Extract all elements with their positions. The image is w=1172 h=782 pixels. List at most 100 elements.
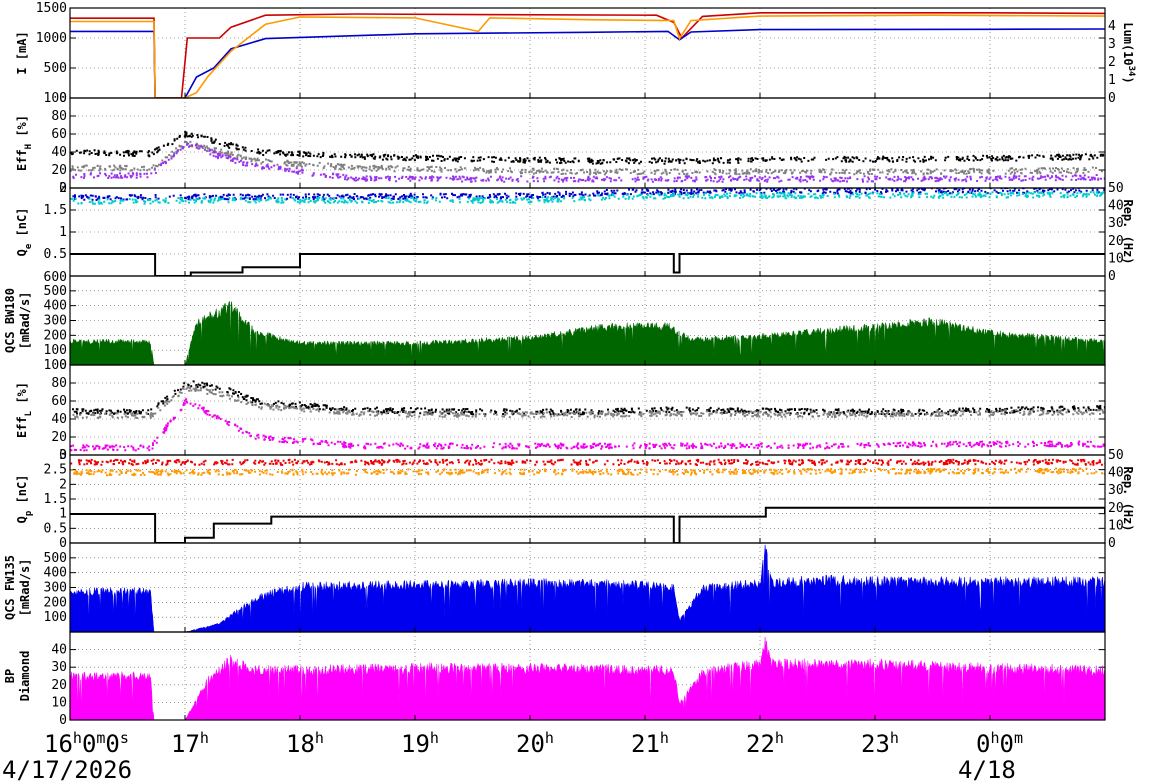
y-tick-label: 1 — [59, 225, 67, 240]
y-axis-label: EffL [%] — [15, 382, 34, 438]
panel-5: 0 20 40 60 80 100 EffL [%] — [15, 358, 1106, 463]
y-tick-label-right: 3 — [1108, 37, 1116, 52]
x-date-label: 4/17/2026 — [2, 756, 132, 782]
series-area — [70, 300, 1105, 365]
x-tick-label: 20h — [516, 729, 554, 758]
y-tick-label-right: 40 — [1108, 199, 1124, 214]
y-tick-label: 1.5 — [44, 203, 67, 218]
y-tick-label: 3 — [59, 448, 67, 463]
y-tick-label: 100 — [44, 91, 67, 106]
y-tick-label: 0 — [59, 181, 67, 196]
y-tick-label: 2.5 — [44, 463, 67, 478]
y-tick-label: 40 — [51, 145, 67, 160]
y-tick-label: 20 — [51, 163, 67, 178]
series-group — [70, 458, 1105, 543]
panel-1: 0 500 1000 1500 0 1 2 3 4 I [mA] Lum(1034) — [15, 1, 1136, 106]
y-tick-label: 200 — [44, 595, 67, 610]
y-tick-label-right: 30 — [1108, 216, 1124, 231]
y-tick-label-right: 40 — [1108, 466, 1124, 481]
y-tick-label: 200 — [44, 328, 67, 343]
y-tick-label-right: 30 — [1108, 483, 1124, 498]
series-area — [70, 544, 1105, 632]
y-tick-label-right: 1 — [1108, 73, 1116, 88]
y-axis-label: Qe [nC] — [15, 208, 34, 257]
y-tick-label: 10 — [51, 695, 67, 710]
y-tick-label: 1 — [59, 507, 67, 522]
series-group — [70, 12, 1105, 98]
y-axis-label-right: Rep. (Hz) — [1121, 466, 1135, 531]
y-tick-label: 100 — [44, 358, 67, 373]
series-points — [70, 131, 1105, 165]
y-tick-label: 400 — [44, 299, 67, 314]
y-tick-label-right: 20 — [1108, 234, 1124, 249]
series-group — [70, 131, 1105, 183]
y-tick-label: 300 — [44, 581, 67, 596]
series-group — [70, 188, 1105, 276]
y-axis-label: BPDiamond — [3, 651, 32, 702]
y-axis-label: Qp [nC] — [15, 475, 34, 524]
y-tick-label: 80 — [51, 376, 67, 391]
series-group — [70, 380, 1105, 452]
y-tick-label-right: 50 — [1108, 181, 1124, 196]
y-tick-label: 1.5 — [44, 492, 67, 507]
panel-frame — [69, 187, 1106, 277]
panel-frame — [69, 454, 1106, 544]
y-tick-label: 0 — [59, 448, 67, 463]
y-tick-label-right: 0 — [1108, 91, 1116, 106]
panel-3: 0.5 1 1.5 2 600 0 10 20 30 40 50 Qe [nC] Rep. (Hz) — [15, 181, 1135, 285]
y-axis-label-right: Rep. (Hz) — [1121, 199, 1135, 264]
x-tick-label: 19h — [401, 729, 439, 758]
x-tick-label: 18h — [286, 729, 324, 758]
series-group — [70, 300, 1105, 365]
y-axis-label: EffH [%] — [15, 115, 34, 171]
y-tick-label-right: 10 — [1108, 251, 1124, 266]
x-date-label: 4/18 — [958, 756, 1016, 782]
y-tick-label-right: 4 — [1108, 19, 1116, 34]
panel-frame — [69, 7, 1106, 99]
y-tick-label: 40 — [51, 412, 67, 427]
x-tick-label: 0h0m — [976, 729, 1023, 758]
panel-8: 0 10 20 30 40 BPDiamond — [3, 631, 1106, 728]
series-points — [70, 467, 1105, 477]
series-line — [70, 14, 1105, 98]
x-tick-label: 17h — [171, 729, 209, 758]
y-tick-label-right: 0 — [1108, 536, 1116, 551]
y-tick-label-right: 2 — [1108, 55, 1116, 70]
y-tick-label: 60 — [51, 127, 67, 142]
y-tick-label-right: 50 — [1108, 448, 1124, 463]
series-step — [70, 506, 1105, 543]
series-line — [70, 28, 1105, 98]
y-tick-label: 20 — [51, 430, 67, 445]
y-tick-label: 0.5 — [44, 247, 67, 262]
y-axis-label-right: Lum(1034) — [1121, 22, 1136, 83]
y-tick-label-right: 10 — [1108, 518, 1124, 533]
y-tick-label: 0 — [59, 358, 67, 373]
series-points — [72, 142, 1105, 183]
y-axis-label: QCS BW180[mRad/s] — [3, 288, 32, 353]
y-tick-label: 20 — [51, 678, 67, 693]
y-tick-label: 1000 — [36, 31, 67, 46]
series-points — [70, 191, 1105, 205]
y-axis-label: I [mA] — [15, 31, 29, 74]
x-axis: 16h0m0s 17h 18h 19h 20h 21h 22h 23h 0h0m 4/17/202… — [2, 729, 1023, 782]
series-points — [72, 380, 1105, 416]
y-tick-label: 80 — [51, 109, 67, 124]
panel-frame — [69, 631, 1106, 721]
y-tick-label: 60 — [51, 394, 67, 409]
series-points — [70, 458, 1105, 466]
y-tick-label: 100 — [44, 610, 67, 625]
y-tick-label: 0 — [59, 536, 67, 551]
y-tick-label: 2 — [59, 181, 67, 196]
x-tick-label: 16h0m0s — [44, 729, 129, 758]
y-axis-label: QCS FW135[mRad/s] — [3, 555, 32, 620]
y-tick-label: 100 — [44, 343, 67, 358]
series-line — [70, 12, 1105, 98]
series-points — [70, 398, 1105, 452]
y-tick-label: 0 — [59, 91, 67, 106]
